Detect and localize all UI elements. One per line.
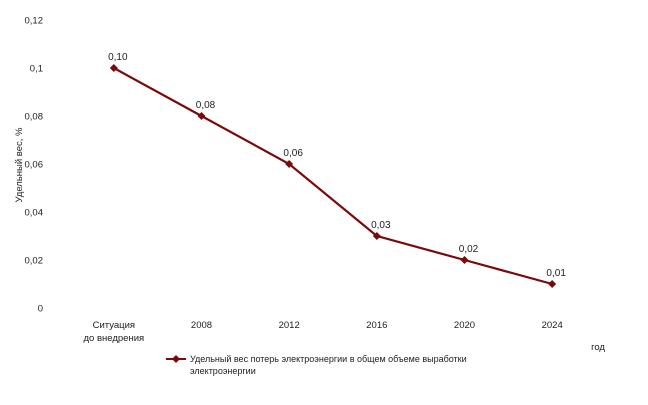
- x-tick-label: 2008: [191, 320, 212, 331]
- x-axis-unit: год: [591, 342, 605, 353]
- data-point-marker: [109, 64, 118, 72]
- x-tick-label: 2024: [542, 320, 563, 331]
- series-group: 0,10 0,08 0,06 0,03 0,02 0,01: [108, 52, 566, 288]
- y-tick-label: 0: [38, 304, 43, 315]
- legend-entry-label: Удельный вес потерь электроэнергии в общ…: [190, 354, 467, 376]
- data-label: 0,08: [196, 100, 216, 111]
- data-label: 0,06: [283, 148, 303, 159]
- data-point-marker: [460, 256, 469, 264]
- data-point-marker: [285, 160, 294, 168]
- data-label: 0,03: [371, 220, 391, 231]
- y-tick-label: 0,04: [25, 208, 44, 219]
- y-tick-label: 0,02: [25, 256, 44, 267]
- x-tick-label: 2012: [279, 320, 300, 331]
- y-tick-labels: 0 0,02 0,04 0,06 0,08 0,1 0,12: [25, 16, 44, 315]
- data-label: 0,02: [459, 244, 479, 255]
- y-axis-title-group: Удельный вес, %: [14, 127, 25, 203]
- data-point-marker: [197, 112, 206, 120]
- x-tick-labels: Ситуация до внедрения 2008 2012 2016 2020 2024: [84, 320, 563, 344]
- y-tick-label: 0,06: [25, 160, 44, 171]
- legend-marker-swatch: [172, 355, 180, 363]
- series-line: [113, 67, 553, 286]
- data-point-marker: [372, 232, 381, 240]
- x-tick-label: Ситуация до внедрения: [84, 320, 145, 344]
- y-tick-label: 0,1: [30, 64, 43, 75]
- y-axis-title: Удельный вес, %: [14, 127, 25, 203]
- y-tick-label: 0,08: [25, 112, 44, 123]
- data-point-marker: [548, 280, 557, 288]
- x-tick-label: 2020: [454, 320, 475, 331]
- data-label: 0,10: [108, 52, 128, 63]
- legend: Удельный вес потерь электроэнергии в общ…: [166, 354, 467, 376]
- data-label: 0,01: [546, 268, 566, 279]
- x-tick-label: 2016: [366, 320, 387, 331]
- y-tick-label: 0,12: [25, 16, 44, 27]
